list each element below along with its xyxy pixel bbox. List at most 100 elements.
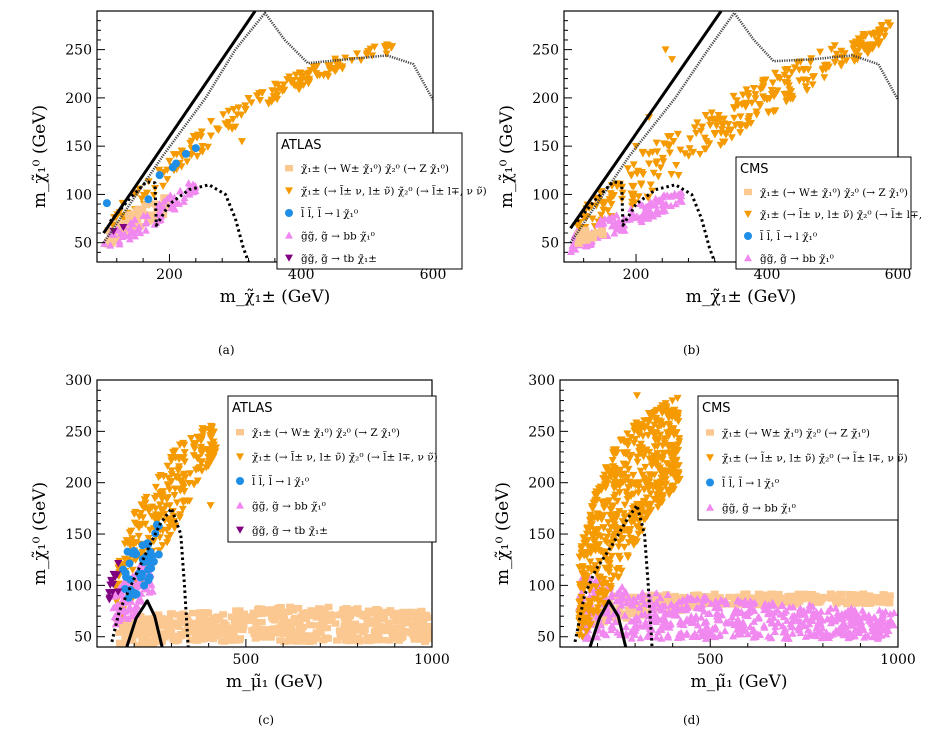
point-slep_chain bbox=[634, 530, 643, 538]
point-slep_chain bbox=[650, 443, 659, 451]
point-slep_chain bbox=[690, 124, 699, 132]
point-gluino_bb bbox=[761, 599, 770, 607]
point-gluino_bb bbox=[705, 609, 714, 617]
series-slep_direct bbox=[119, 520, 163, 602]
y-tick-label: 300 bbox=[528, 373, 555, 389]
point-wz bbox=[320, 608, 329, 616]
point-gluino_bb bbox=[836, 624, 845, 632]
point-slep_chain bbox=[787, 69, 796, 77]
point-wz bbox=[220, 637, 229, 645]
point-slep_chain bbox=[827, 45, 836, 54]
point-gluino_bb bbox=[872, 619, 881, 627]
point-slep_chain bbox=[751, 91, 760, 99]
point-gluino_tb bbox=[108, 588, 117, 597]
point-wz bbox=[327, 617, 336, 624]
point-gluino_bb bbox=[597, 621, 606, 629]
point-slep_chain bbox=[733, 102, 742, 110]
legend: ATLAS χ̃₁± (→ W± χ̃₁⁰) χ̃₂⁰ (→ Z χ̃₁⁰) χ̃₁… bbox=[276, 132, 487, 270]
point-wz bbox=[257, 618, 266, 626]
point-gluino_bb bbox=[595, 626, 604, 634]
point-wz bbox=[257, 610, 266, 618]
point-gluino_bb bbox=[761, 605, 770, 613]
point-wz bbox=[417, 607, 426, 615]
point-gluino_bb bbox=[676, 195, 685, 204]
point-gluino_bb bbox=[868, 623, 877, 631]
point-slep_chain bbox=[636, 440, 645, 448]
point-slep_chain bbox=[595, 575, 604, 583]
point-slep_chain bbox=[744, 90, 753, 98]
point-gluino_bb bbox=[118, 232, 127, 241]
legend-label-gluino_bb: g̃g̃, g̃ → bb χ̃₁⁰ bbox=[252, 500, 326, 512]
point-slep_chain bbox=[581, 578, 590, 586]
point-slep_chain bbox=[658, 492, 667, 500]
point-gluino_bb bbox=[886, 616, 895, 624]
point-slep_chain bbox=[644, 160, 653, 168]
point-slep_chain bbox=[654, 173, 663, 181]
point-slep_chain bbox=[156, 501, 165, 509]
limit-line-dotted-thick bbox=[573, 503, 654, 647]
point-gluino_bb bbox=[644, 214, 653, 222]
point-wz bbox=[219, 619, 228, 626]
point-gluino_bb bbox=[741, 596, 750, 604]
point-slep_chain bbox=[589, 538, 598, 546]
point-gluino_bb bbox=[700, 607, 709, 615]
point-slep_chain bbox=[593, 566, 602, 575]
point-gluino_bb bbox=[661, 623, 670, 631]
point-slep_chain bbox=[206, 132, 215, 140]
legend-label-gluino_tb: g̃g̃, g̃ → tb χ̃₁± bbox=[301, 253, 377, 265]
point-wz bbox=[363, 634, 372, 641]
point-slep_chain bbox=[609, 463, 618, 471]
point-wz bbox=[710, 590, 719, 598]
point-slep_chain bbox=[736, 129, 745, 137]
point-gluino_bb bbox=[715, 604, 724, 612]
point-slep_direct bbox=[102, 199, 111, 208]
point-wz bbox=[271, 617, 280, 624]
point-slep_chain bbox=[642, 501, 651, 509]
point-slep_chain bbox=[608, 512, 617, 520]
point-slep_chain bbox=[599, 592, 608, 600]
point-slep_chain bbox=[219, 111, 228, 119]
point-gluino_bb bbox=[831, 604, 840, 612]
limit-line-dotted-thick bbox=[575, 180, 717, 262]
point-wz bbox=[806, 592, 815, 600]
point-gluino_bb bbox=[667, 600, 676, 608]
point-wz bbox=[274, 613, 283, 620]
point-gluino_bb bbox=[774, 618, 783, 626]
point-gluino_bb bbox=[649, 201, 658, 209]
point-wz bbox=[194, 626, 203, 633]
point-slep_chain bbox=[641, 423, 650, 431]
point-wz bbox=[858, 592, 867, 599]
point-gluino_bb bbox=[632, 613, 641, 621]
point-slep_chain bbox=[654, 424, 663, 432]
panel-d: 500 1000 50 100 150 200 250 300 m_μ̃₁ (GeV) m_χ̃₁… bbox=[493, 373, 916, 692]
point-slep_chain bbox=[600, 475, 609, 483]
point-slep_chain bbox=[820, 74, 829, 82]
point-slep_chain bbox=[837, 47, 846, 55]
point-slep_chain bbox=[177, 147, 186, 155]
point-slep_chain bbox=[624, 437, 633, 446]
point-slep_chain bbox=[626, 171, 635, 179]
point-slep_direct bbox=[144, 565, 153, 574]
point-gluino_bb bbox=[822, 628, 831, 636]
point-slep_chain bbox=[749, 84, 758, 93]
point-slep_chain bbox=[193, 152, 202, 161]
point-gluino_bb bbox=[640, 622, 649, 630]
point-wz bbox=[303, 609, 312, 616]
point-gluino_bb bbox=[852, 609, 861, 617]
point-gluino_bb bbox=[839, 631, 848, 639]
point-slep_chain bbox=[597, 486, 606, 494]
point-gluino_tb bbox=[114, 560, 123, 568]
point-gluino_bb bbox=[581, 242, 590, 250]
point-wz bbox=[120, 640, 129, 647]
point-slep_chain bbox=[120, 540, 129, 548]
point-wz bbox=[416, 621, 425, 629]
point-slep_chain bbox=[698, 123, 707, 131]
point-slep_chain bbox=[189, 452, 198, 460]
point-gluino_bb bbox=[808, 602, 817, 610]
point-gluino_bb bbox=[686, 593, 695, 601]
point-wz bbox=[150, 626, 159, 633]
point-slep_chain bbox=[633, 170, 642, 178]
x-axis-title: m_μ̃₁ (GeV) bbox=[226, 672, 323, 692]
point-slep_chain bbox=[824, 63, 833, 71]
point-gluino_bb bbox=[613, 589, 622, 598]
